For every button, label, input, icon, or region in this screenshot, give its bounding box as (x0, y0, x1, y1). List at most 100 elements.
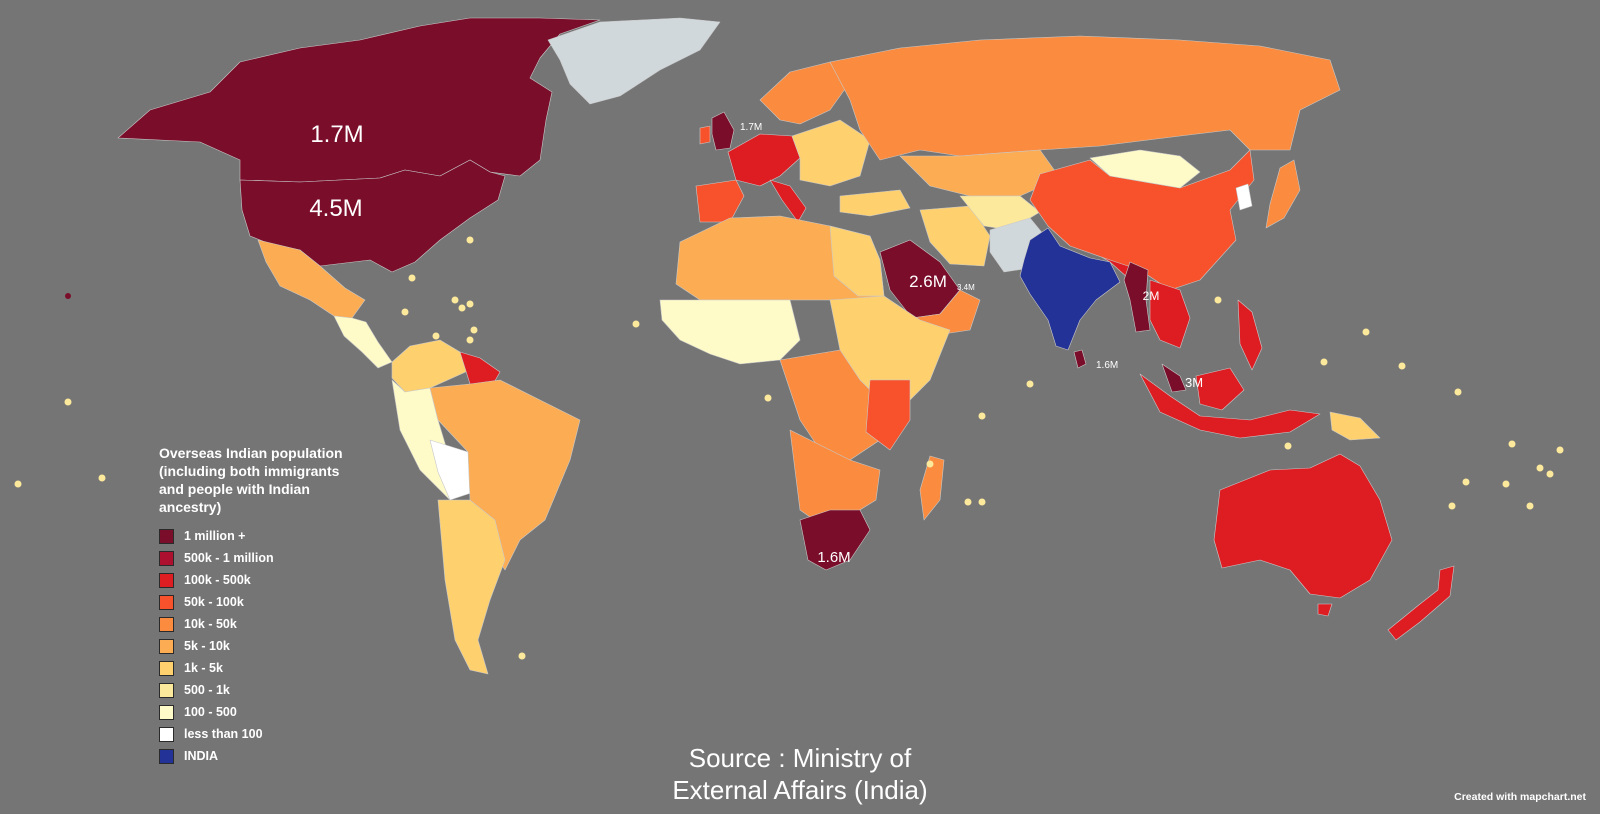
legend-label: less than 100 (184, 727, 263, 741)
island-marker (1526, 502, 1534, 510)
country-russia (829, 35, 1341, 161)
country-uk (711, 111, 735, 151)
region-west-africa (659, 299, 801, 365)
country-france-germany (727, 133, 801, 187)
country-new-zealand (1387, 565, 1455, 641)
legend-item: 100k - 500k (159, 569, 399, 591)
island-marker (978, 412, 986, 420)
island-marker (1508, 440, 1516, 448)
legend-swatch (159, 704, 174, 720)
label-saudi-arabia: 2.6M (909, 272, 947, 291)
island-marker (1448, 502, 1456, 510)
country-india (1019, 227, 1121, 351)
island-marker (470, 326, 478, 334)
island-marker (1320, 358, 1328, 366)
country-indonesia (1139, 373, 1321, 439)
legend-label: 100 - 500 (184, 705, 237, 719)
country-thailand-indochina (1149, 279, 1191, 349)
legend-title-line: (including both immigrants (159, 463, 340, 479)
island-hawaii (65, 293, 71, 299)
source-caption: Source : Ministry of External Affairs (I… (600, 742, 1000, 806)
country-brazil (429, 379, 581, 571)
island-marker (64, 398, 72, 406)
country-canada (117, 17, 601, 183)
legend-swatch (159, 748, 174, 764)
legend-swatch (159, 550, 174, 566)
island-marker (98, 474, 106, 482)
country-australia (1213, 453, 1393, 599)
island-marker (1546, 470, 1554, 478)
legend-item: 1 million + (159, 525, 399, 547)
island-marker (466, 336, 474, 344)
country-myanmar (1123, 261, 1151, 333)
island-marker (1556, 446, 1564, 454)
island-marker (1362, 328, 1370, 336)
region-central-america (333, 315, 393, 369)
island-marker (964, 498, 972, 506)
label-sri-lanka: 1.6M (1096, 360, 1118, 371)
label-usa: 4.5M (309, 195, 362, 222)
region-scandinavia (759, 61, 851, 125)
country-malaysia (1161, 363, 1187, 393)
legend-item: 500k - 1 million (159, 547, 399, 569)
island-marker (458, 304, 466, 312)
country-turkey (839, 189, 911, 217)
island-marker (466, 236, 474, 244)
island-marker (1398, 362, 1406, 370)
island-marker (1284, 442, 1292, 450)
label-uae: 3.4M (957, 283, 975, 292)
country-south-africa (799, 509, 871, 571)
country-japan (1265, 159, 1301, 229)
island-marker (764, 394, 772, 402)
label-myanmar: 2M (1143, 289, 1160, 303)
legend-swatch (159, 616, 174, 632)
label-malaysia: 3M (1185, 375, 1203, 390)
legend-swatch (159, 528, 174, 544)
country-korea (1235, 183, 1253, 211)
island-marker (1214, 296, 1222, 304)
country-madagascar (919, 455, 945, 521)
legend-item: 100 - 500 (159, 701, 399, 723)
legend-label: 100k - 500k (184, 573, 251, 587)
country-png (1329, 411, 1381, 441)
legend-title: Overseas Indian population (including bo… (159, 444, 399, 516)
legend-item: 1k - 5k (159, 657, 399, 679)
country-colombia-venezuela (391, 339, 471, 393)
island-marker (14, 480, 22, 488)
island-marker (1462, 478, 1470, 486)
island-marker (1454, 388, 1462, 396)
source-line: Source : Ministry of (688, 743, 912, 773)
legend-swatch (159, 638, 174, 654)
legend-label: 500 - 1k (184, 683, 230, 697)
island-marker (1502, 480, 1510, 488)
legend-label: 5k - 10k (184, 639, 230, 653)
island-marker (978, 498, 986, 506)
legend-item: INDIA (159, 745, 399, 767)
country-borneo (1195, 367, 1245, 411)
island-marker (451, 296, 459, 304)
country-ireland (699, 125, 711, 145)
island-marker (466, 300, 474, 308)
label-canada: 1.7M (310, 121, 363, 148)
credit-text: Created with mapchart.net (1454, 791, 1586, 803)
island-marker (518, 652, 526, 660)
country-bolivia (429, 439, 481, 501)
region-southern-africa (789, 429, 881, 525)
legend-title-line: ancestry) (159, 499, 222, 515)
legend-swatch (159, 660, 174, 676)
country-sri-lanka (1073, 349, 1087, 369)
legend-item: 500 - 1k (159, 679, 399, 701)
island-marker (1026, 380, 1034, 388)
country-greenland (547, 17, 721, 105)
country-italy (769, 179, 807, 223)
legend-label: INDIA (184, 749, 219, 763)
legend-title-line: Overseas Indian population (159, 445, 343, 461)
legend-label: 500k - 1 million (184, 551, 274, 565)
legend-swatch (159, 682, 174, 698)
legend-item: 50k - 100k (159, 591, 399, 613)
legend-swatch (159, 572, 174, 588)
legend-swatch (159, 594, 174, 610)
country-iberia (695, 179, 745, 223)
label-uk: 1.7M (740, 122, 762, 133)
